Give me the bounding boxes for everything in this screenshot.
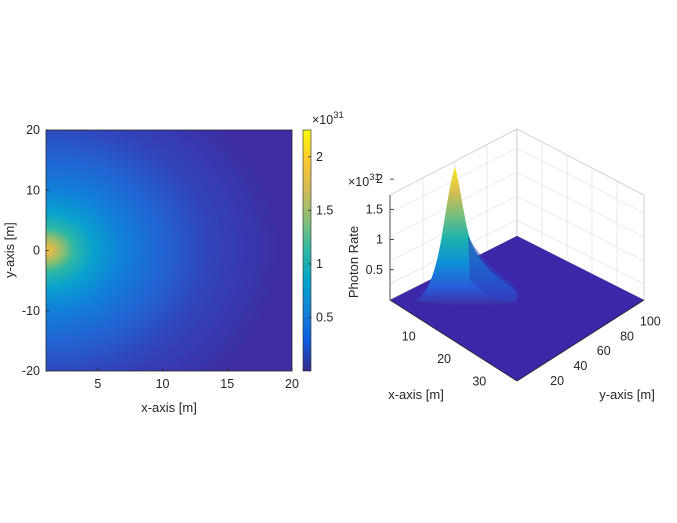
- heatmap-y-ticks: -20 -10 0 10 20: [22, 123, 49, 378]
- surface-x-ticks: 10 20 30: [402, 329, 487, 388]
- heatmap-y-tick-label: -10: [22, 304, 40, 318]
- heatmap-y-tick-label: 0: [33, 244, 40, 258]
- surface-y-axis-label: y-axis [m]: [599, 387, 655, 402]
- surface-y-tick-label: 80: [620, 329, 634, 343]
- surface-y-ticks: 20 40 60 80 100: [550, 314, 661, 387]
- surface-y-tick-label: 20: [550, 374, 564, 388]
- heatmap-x-ticks: 5 10 15 20: [94, 368, 299, 391]
- heatmap-x-tick-label: 20: [285, 377, 299, 391]
- colorbar-gradient: [302, 129, 312, 372]
- heatmap-y-tick-label: 20: [26, 123, 40, 137]
- heatmap-plot: [46, 130, 292, 371]
- colorbar-ticks: 0.5 1 1.5 2: [308, 150, 333, 324]
- surface-y-tick-label: 60: [597, 344, 611, 358]
- heatmap-x-tick-label: 10: [156, 377, 170, 391]
- colorbar: 0.5 1 1.5 2 ×1031: [302, 110, 344, 372]
- heatmap-x-tick-label: 5: [94, 377, 101, 391]
- surface-y-tick-label: 100: [640, 314, 661, 328]
- surface-z-ticks: 0.5 1 1.5 2: [366, 172, 394, 277]
- surface-x-axis-label: x-axis [m]: [388, 387, 444, 402]
- surface-x-tick-label: 20: [437, 352, 451, 366]
- surface-z-axis-label: Photon Rate: [346, 226, 361, 298]
- heatmap-x-tick-label: 15: [220, 377, 234, 391]
- colorbar-tick-label: 0.5: [316, 310, 333, 324]
- y-axis-line: [516, 299, 645, 382]
- heatmap-y-tick-label: -20: [22, 364, 40, 378]
- surface-x-tick-label: 10: [402, 329, 416, 343]
- heatmap-x-axis-label: x-axis [m]: [141, 400, 197, 415]
- heatmap-y-tick-label: 10: [26, 183, 40, 197]
- z-exponent: ×1031: [348, 172, 380, 189]
- heatmap-y-axis-label: y-axis [m]: [2, 222, 17, 278]
- surface-z-tick-label: 2: [376, 172, 383, 186]
- surface-y-tick-label: 40: [573, 359, 587, 373]
- surface-z-tick-label: 1: [376, 233, 383, 247]
- surface-z-tick-label: 0.5: [366, 263, 383, 277]
- surface-z-tick-label: 1.5: [366, 202, 383, 216]
- colorbar-tick-label: 1.5: [316, 203, 333, 217]
- colorbar-tick-label: 2: [316, 150, 323, 164]
- surface-peak: [412, 167, 518, 305]
- surface-chart: 0.5 1 1.5 2 ×1031 Photon Rate 10 20 30 20 40 60…: [346, 128, 661, 402]
- x-axis-line: [389, 299, 518, 382]
- heatmap-chart: 5 10 15 20 -20 -10 0 10 20 x-axis [m] y-axis [m…: [2, 123, 299, 415]
- surface-peak-shade: [468, 236, 518, 302]
- surface-x-tick-label: 30: [472, 374, 486, 388]
- colorbar-tick-label: 1: [316, 257, 323, 271]
- colorbar-exponent: ×1031: [312, 110, 344, 127]
